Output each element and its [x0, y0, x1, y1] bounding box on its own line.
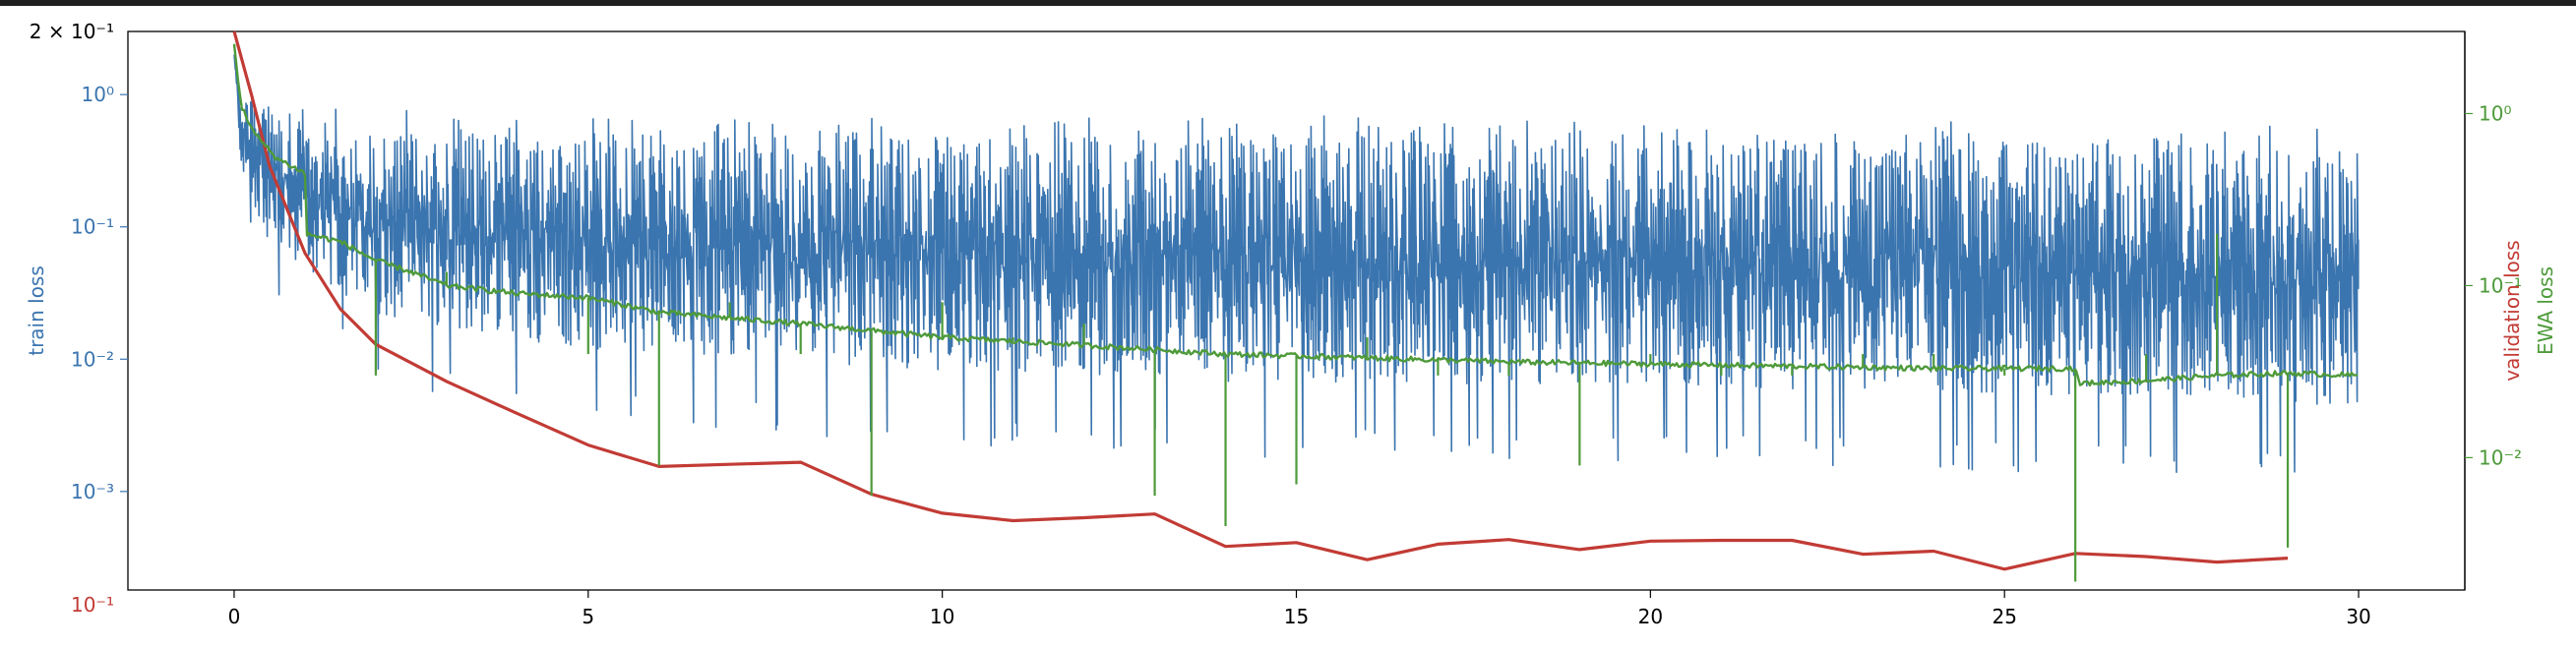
validation-y-axis-label: validation loss — [2500, 240, 2524, 381]
train-y-tick-label: 10⁻¹ — [71, 215, 114, 239]
x-tick-label: 25 — [1992, 605, 2016, 628]
train-y-tick-label: 10⁻² — [71, 347, 114, 371]
x-tick-label: 20 — [1638, 605, 1663, 628]
x-tick-label: 5 — [582, 605, 594, 628]
train-y-tick-label: 10⁰ — [82, 83, 114, 106]
ewa-y-tick-label: 10⁰ — [2479, 101, 2511, 125]
train-y-tick-label: 10⁻³ — [71, 480, 114, 503]
ewa-loss-series — [232, 43, 2359, 387]
validation-loss-series — [232, 30, 2289, 571]
ewa-y-tick-label: 10⁻¹ — [2479, 273, 2522, 297]
train-y-axis-label: train loss — [25, 266, 48, 356]
ewa-y-tick-label: 10⁻² — [2479, 445, 2522, 469]
validation-y-tick-label: 2 × 10⁻¹ — [30, 20, 114, 43]
ewa-y-axis-label: EWA loss — [2534, 266, 2557, 355]
x-tick-label: 15 — [1284, 605, 1309, 628]
x-tick-label: 30 — [2346, 605, 2370, 628]
validation-y-tick-label: 10⁻¹ — [71, 593, 114, 617]
x-tick-label: 10 — [930, 605, 954, 628]
x-tick-label: 0 — [228, 605, 241, 628]
window-top-bar — [0, 0, 2576, 6]
train-loss-series — [233, 54, 2360, 473]
